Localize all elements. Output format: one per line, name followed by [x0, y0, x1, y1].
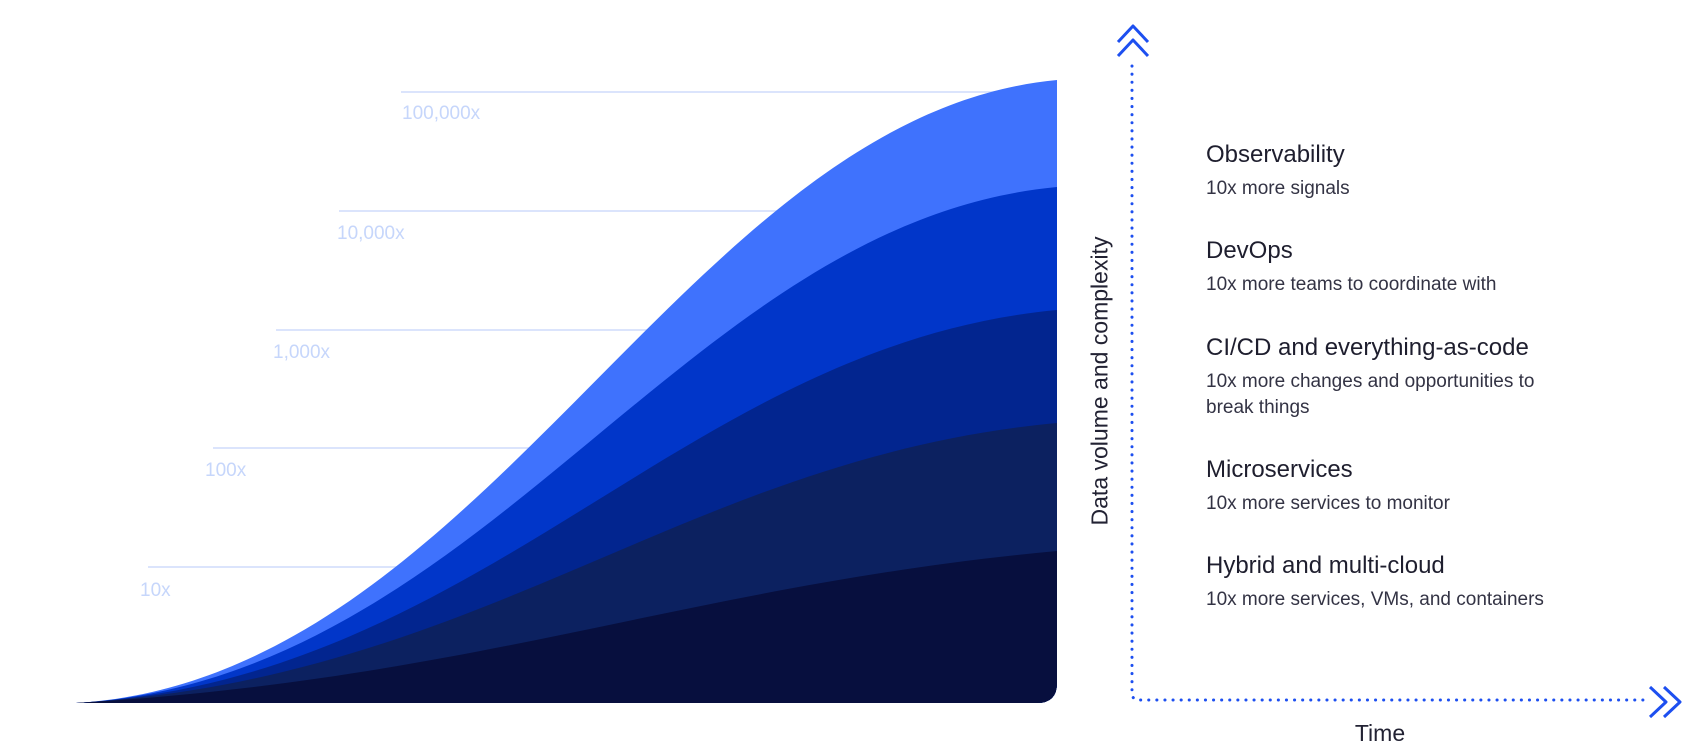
factor-description: 10x more signals: [1206, 178, 1350, 199]
factor-title: CI/CD and everything-as-code: [1206, 334, 1529, 361]
x-axis-label: Time: [1354, 720, 1406, 746]
factor-title: Observability: [1206, 141, 1345, 168]
axis-dotted-line: [1130, 64, 1648, 702]
y-axis-arrow-icon: [1116, 24, 1150, 44]
y-axis-label: Data volume and complexity: [1086, 236, 1113, 526]
factor-description: 10x more changes and opportunities to br…: [1206, 371, 1535, 418]
factor-observability: Observability 10x more signals: [1206, 140, 1646, 202]
factor-title: DevOps: [1206, 237, 1293, 264]
factor-description: 10x more services, VMs, and containers: [1206, 589, 1544, 610]
factor-description: 10x more teams to coordinate with: [1206, 274, 1497, 295]
factor-hybrid-multicloud: Hybrid and multi-cloud 10x more services…: [1206, 551, 1646, 613]
x-axis-arrow-icon: [1662, 685, 1682, 719]
level-label-10000x: 10,000x: [337, 223, 405, 244]
level-label-10x: 10x: [140, 580, 171, 601]
layer-1: [76, 551, 1057, 703]
factor-title: Hybrid and multi-cloud: [1206, 552, 1445, 579]
stacked-layers: [76, 80, 1057, 703]
factor-cicd: CI/CD and everything-as-code 10x more ch…: [1206, 333, 1566, 421]
factor-microservices: Microservices 10x more services to monit…: [1206, 455, 1646, 517]
factor-description: 10x more services to monitor: [1206, 493, 1450, 514]
level-label-100x: 100x: [205, 460, 247, 481]
factor-title: Microservices: [1206, 456, 1353, 483]
factor-devops: DevOps 10x more teams to coordinate with: [1206, 236, 1646, 298]
level-label-100000x: 100,000x: [402, 103, 481, 124]
x-axis-arrow-icon: [1648, 685, 1668, 719]
level-label-1000x: 1,000x: [273, 342, 331, 363]
y-axis-arrow-icon: [1116, 38, 1150, 58]
